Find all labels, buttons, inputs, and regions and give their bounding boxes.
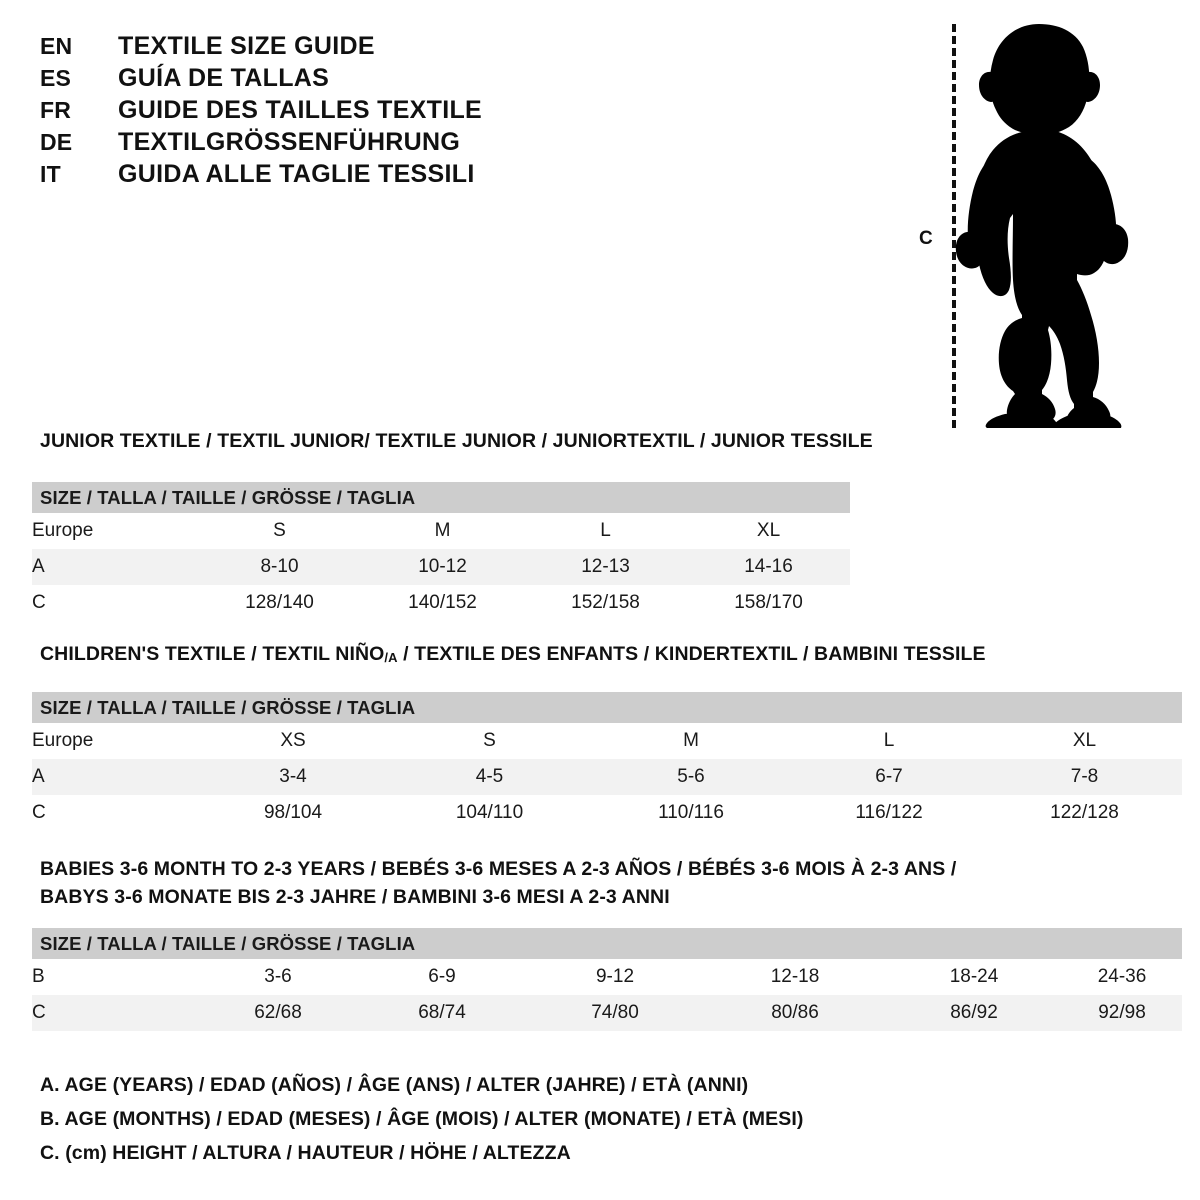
cell-value: 122/128 — [1050, 802, 1119, 823]
language-code-fr: FR — [40, 97, 72, 123]
cell-value: 10-12 — [418, 556, 467, 577]
cell-value: 3-6 — [264, 966, 292, 987]
table-row: A 8-10 10-12 12-13 14-16 — [32, 549, 851, 585]
table-junior-band-row: SIZE / TALLA / TAILLE / GRÖSSE / TAGLIA — [32, 482, 851, 513]
toddler-silhouette-icon — [955, 24, 1129, 428]
language-row-de: DE TEXTILGRÖSSENFÜHRUNG — [40, 128, 880, 160]
cell-value: 104/110 — [455, 802, 524, 823]
table-row: A 3-4 4-5 5-6 6-7 7-8 — [32, 759, 1183, 795]
cell-value: XS — [280, 730, 306, 751]
language-title-block: EN TEXTILE SIZE GUIDE ES GUÍA DE TALLAS … — [40, 32, 880, 192]
table-children-band-label: SIZE / TALLA / TAILLE / GRÖSSE / TAGLIA — [40, 696, 416, 718]
language-row-fr: FR GUIDE DES TAILLES TEXTILE — [40, 96, 880, 128]
row-label: Europe — [32, 520, 94, 541]
language-code-it: IT — [40, 161, 61, 187]
table-babies-band-label: SIZE / TALLA / TAILLE / GRÖSSE / TAGLIA — [40, 932, 416, 954]
section-title-children-sub: /A — [384, 650, 398, 665]
language-row-en: EN TEXTILE SIZE GUIDE — [40, 32, 880, 64]
cell-value: S — [483, 730, 496, 751]
language-title-es: GUÍA DE TALLAS — [118, 64, 330, 92]
cell-value: M — [434, 520, 451, 541]
language-title-en: TEXTILE SIZE GUIDE — [118, 32, 375, 60]
language-row-es: ES GUÍA DE TALLAS — [40, 64, 880, 96]
cell-value: 110/116 — [658, 802, 724, 823]
cell-value: 5-6 — [677, 766, 705, 787]
section-title-children: CHILDREN'S TEXTILE / TEXTIL NIÑO/A / TEX… — [40, 643, 986, 666]
cell-value: 86/92 — [950, 1002, 998, 1023]
cell-value: S — [273, 520, 286, 541]
cell-value: 74/80 — [591, 1002, 639, 1023]
height-dashed-line — [952, 24, 956, 428]
table-row: B 3-6 6-9 9-12 12-18 18-24 24-36 — [32, 959, 1183, 995]
height-measure-label: C — [919, 228, 933, 249]
cell-value: 6-7 — [875, 766, 903, 787]
cell-value: 14-16 — [744, 556, 793, 577]
language-code-es: ES — [40, 65, 72, 91]
cell-value: 6-9 — [428, 966, 456, 987]
language-title-it: GUIDA ALLE TAGLIE TESSILI — [118, 160, 475, 188]
section-title-junior: JUNIOR TEXTILE / TEXTIL JUNIOR/ TEXTILE … — [40, 430, 873, 452]
height-measure-figure: C — [905, 10, 1145, 430]
cell-value: 7-8 — [1070, 766, 1099, 787]
language-code-en: EN — [40, 33, 73, 59]
section-title-children-post: / TEXTILE DES ENFANTS / KINDERTEXTIL / B… — [397, 643, 986, 665]
cell-value: 158/170 — [734, 592, 803, 613]
cell-value: 12-18 — [770, 966, 820, 987]
table-junior-band-label: SIZE / TALLA / TAILLE / GRÖSSE / TAGLIA — [40, 486, 416, 508]
cell-value: 80/86 — [771, 1002, 819, 1023]
row-label: Europe — [32, 730, 94, 751]
cell-value: 8-10 — [260, 556, 299, 577]
cell-value: 116/122 — [855, 802, 923, 823]
row-label: C — [32, 1002, 46, 1023]
table-children-band-row: SIZE / TALLA / TAILLE / GRÖSSE / TAGLIA — [32, 692, 1183, 723]
cell-value: L — [883, 730, 895, 751]
cell-value: L — [600, 520, 611, 541]
cell-value: M — [683, 730, 699, 751]
table-row: Europe XS S M L XL — [32, 723, 1183, 759]
table-children: SIZE / TALLA / TAILLE / GRÖSSE / TAGLIA … — [32, 692, 1183, 831]
row-label: B — [32, 966, 45, 987]
table-row: C 62/68 68/74 74/80 80/86 86/92 92/98 — [32, 995, 1183, 1031]
legend-line-a: A. AGE (YEARS) / EDAD (AÑOS) / ÂGE (ANS)… — [40, 1074, 749, 1096]
language-title-de: TEXTILGRÖSSENFÜHRUNG — [118, 128, 461, 156]
cell-value: 12-13 — [581, 556, 630, 577]
table-row: C 98/104 104/110 110/116 116/122 122/128 — [32, 795, 1183, 831]
cell-value: XL — [756, 520, 781, 541]
legend-line-b: B. AGE (MONTHS) / EDAD (MESES) / ÂGE (MO… — [40, 1108, 804, 1130]
table-row: Europe S M L XL — [32, 513, 851, 549]
cell-value: 24-36 — [1097, 966, 1147, 987]
cell-value: 18-24 — [949, 966, 999, 987]
cell-value: XL — [1072, 730, 1097, 751]
cell-value: 9-12 — [595, 966, 635, 987]
cell-value: 4-5 — [475, 766, 504, 787]
row-label: A — [32, 556, 45, 577]
row-label: C — [32, 592, 46, 613]
cell-value: 62/68 — [254, 1002, 302, 1023]
cell-value: 92/98 — [1098, 1002, 1146, 1023]
legend-block: A. AGE (YEARS) / EDAD (AÑOS) / ÂGE (ANS)… — [40, 1068, 1040, 1170]
table-babies-band-row: SIZE / TALLA / TAILLE / GRÖSSE / TAGLIA — [32, 928, 1183, 959]
language-row-it: IT GUIDA ALLE TAGLIE TESSILI — [40, 160, 880, 192]
row-label: C — [32, 802, 46, 823]
row-label: A — [32, 766, 45, 787]
section-title-babies-line2: BABYS 3-6 MONATE BIS 2-3 JAHRE / BAMBINI… — [40, 886, 670, 908]
table-babies: SIZE / TALLA / TAILLE / GRÖSSE / TAGLIA … — [32, 928, 1183, 1031]
cell-value: 152/158 — [571, 592, 640, 613]
section-title-babies-line1: BABIES 3-6 MONTH TO 2-3 YEARS / BEBÉS 3-… — [40, 858, 957, 880]
table-row: C 128/140 140/152 152/158 158/170 — [32, 585, 851, 621]
cell-value: 128/140 — [245, 592, 314, 613]
legend-line-c: C. (cm) HEIGHT / ALTURA / HAUTEUR / HÖHE… — [40, 1142, 571, 1164]
section-title-children-pre: CHILDREN'S TEXTILE / TEXTIL NIÑO — [40, 643, 385, 665]
language-title-fr: GUIDE DES TAILLES TEXTILE — [118, 96, 483, 124]
cell-value: 68/74 — [418, 1002, 466, 1023]
language-code-de: DE — [40, 129, 73, 155]
cell-value: 3-4 — [279, 766, 307, 787]
table-junior: SIZE / TALLA / TAILLE / GRÖSSE / TAGLIA … — [32, 482, 851, 621]
cell-value: 98/104 — [263, 802, 323, 823]
cell-value: 140/152 — [408, 592, 477, 613]
